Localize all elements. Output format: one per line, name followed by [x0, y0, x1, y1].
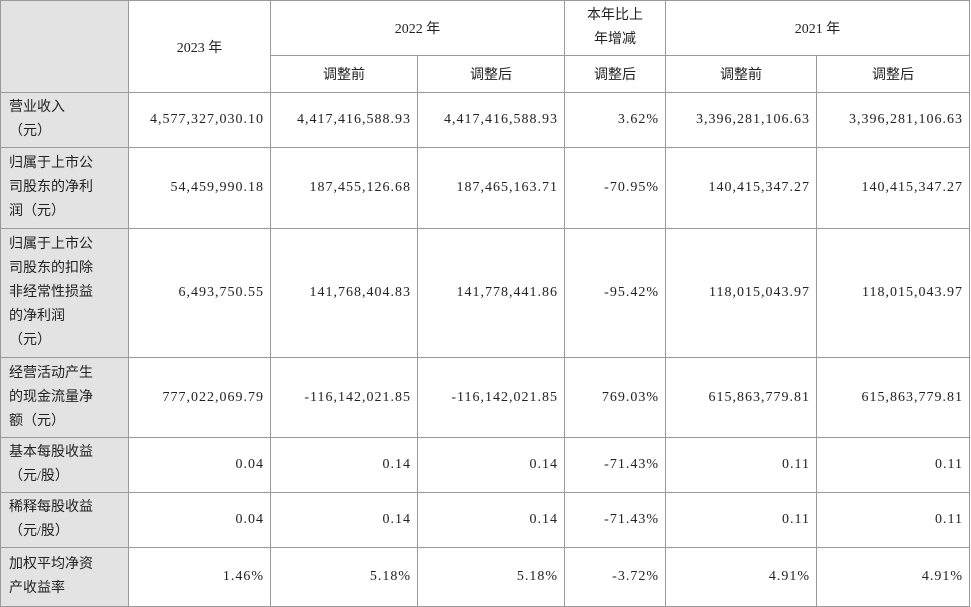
value-cell: 4.91%: [665, 547, 817, 607]
label-line: 司股东的净利: [9, 180, 93, 195]
value-cell: 615,863,779.81: [665, 357, 817, 438]
value-cell: 0.04: [128, 437, 271, 493]
label-line: 非经常性损益: [9, 285, 93, 300]
label-line: 加权平均净资: [9, 557, 93, 572]
value-cell: 141,768,404.83: [270, 228, 418, 358]
label-line: 的净利润: [9, 309, 65, 324]
value-cell: -116,142,021.85: [270, 357, 418, 438]
value-cell: 4,417,416,588.93: [417, 92, 565, 148]
subheader-cell: 调整后: [564, 55, 666, 93]
label-line: （元）: [9, 333, 51, 348]
label-line: 额（元）: [9, 413, 65, 429]
value-cell: -70.95%: [564, 147, 666, 229]
value-cell: -95.42%: [564, 228, 666, 358]
value-cell: -71.43%: [564, 492, 666, 548]
label-line: 稀释每股收益: [9, 500, 93, 515]
row-label: 经营活动产生 的现金流量净 额（元）: [0, 357, 129, 438]
value-cell: 5.18%: [270, 547, 418, 607]
header-cell: 2022 年: [270, 0, 565, 56]
value-cell: 4,417,416,588.93: [270, 92, 418, 148]
label-line: （元/股）: [9, 524, 69, 539]
value-cell: 0.04: [128, 492, 271, 548]
data-row: 加权平均净资 产收益率 1.46% 5.18% 5.18% -3.72% 4.91% 4.91…: [0, 547, 970, 607]
label-line: 司股东的扣除: [9, 261, 93, 276]
value-cell: 187,455,126.68: [270, 147, 418, 229]
subheader-cell: 调整前: [665, 55, 817, 93]
header-row: 2023 年 2022 年 本年比上年增减 2021 年: [0, 0, 970, 93]
value-cell: 140,415,347.27: [665, 147, 817, 229]
label-line: 润（元）: [9, 204, 65, 219]
value-cell: 141,778,441.86: [417, 228, 565, 358]
value-cell: 118,015,043.97: [816, 228, 970, 358]
value-cell: 4,577,327,030.10: [128, 92, 271, 148]
data-row: 稀释每股收益 （元/股） 0.04 0.14 0.14 -71.43% 0.11 0.11: [0, 492, 970, 548]
value-cell: 187,465,163.71: [417, 147, 565, 229]
header-text: 本年比上年增减: [587, 8, 643, 47]
value-cell: 0.11: [665, 437, 817, 493]
value-cell: 6,493,750.55: [128, 228, 271, 358]
value-cell: -116,142,021.85: [417, 357, 565, 438]
value-cell: 5.18%: [417, 547, 565, 607]
value-cell: 118,015,043.97: [665, 228, 817, 358]
row-label: 营业收入 （元）: [0, 92, 129, 148]
corner-cell: [0, 0, 129, 93]
label-line: 产收益率: [9, 581, 65, 596]
value-cell: 0.14: [417, 492, 565, 548]
value-cell: 0.11: [816, 492, 970, 548]
value-cell: 3.62%: [564, 92, 666, 148]
data-row: 归属于上市公 司股东的净利 润（元） 54,459,990.18 187,455,126…: [0, 147, 970, 229]
value-cell: 0.14: [417, 437, 565, 493]
value-cell: -71.43%: [564, 437, 666, 493]
value-cell: 1.46%: [128, 547, 271, 607]
row-label: 加权平均净资 产收益率: [0, 547, 129, 607]
value-cell: 615,863,779.81: [816, 357, 970, 438]
row-label: 稀释每股收益 （元/股）: [0, 492, 129, 548]
row-label: 基本每股收益 （元/股）: [0, 437, 129, 493]
value-cell: 54,459,990.18: [128, 147, 271, 229]
value-cell: 3,396,281,106.63: [816, 92, 970, 148]
value-cell: 140,415,347.27: [816, 147, 970, 229]
label-line: 基本每股收益: [9, 445, 93, 460]
value-cell: 0.11: [816, 437, 970, 493]
row-label: 归属于上市公 司股东的扣除 非经常性损益 的净利润 （元）: [0, 228, 129, 358]
label-line: （元）: [9, 124, 51, 139]
header-cell: 2021 年: [665, 0, 970, 56]
subheader-cell: 调整后: [816, 55, 970, 93]
value-cell: 769.03%: [564, 357, 666, 438]
value-cell: 0.11: [665, 492, 817, 548]
subheader-cell: 调整后: [417, 55, 565, 93]
header-cell: 本年比上年增减: [564, 0, 666, 56]
data-row: 经营活动产生 的现金流量净 额（元） 777,022,069.79 -116,142,0…: [0, 357, 970, 438]
value-cell: -3.72%: [564, 547, 666, 607]
row-label: 归属于上市公 司股东的净利 润（元）: [0, 147, 129, 229]
value-cell: 4.91%: [816, 547, 970, 607]
label-line: 营业收入: [9, 100, 65, 115]
data-row: 营业收入 （元） 4,577,327,030.10 4,417,416,588.93 4…: [0, 92, 970, 148]
subheader-cell: 调整前: [270, 55, 418, 93]
data-row: 基本每股收益 （元/股） 0.04 0.14 0.14 -71.43% 0.11 0.11: [0, 437, 970, 493]
label-line: 归属于上市公: [9, 237, 93, 252]
label-line: 的现金流量净: [9, 389, 93, 405]
data-row: 归属于上市公 司股东的扣除 非经常性损益 的净利润 （元） 6,493,750.55 141…: [0, 228, 970, 358]
value-cell: 777,022,069.79: [128, 357, 271, 438]
label-line: 经营活动产生: [9, 365, 93, 381]
value-cell: 0.14: [270, 492, 418, 548]
value-cell: 3,396,281,106.63: [665, 92, 817, 148]
header-cell: 2023 年: [128, 0, 271, 93]
label-line: 归属于上市公: [9, 156, 93, 171]
subheader-row: 调整前 调整后 调整后 调整前 调整后: [1, 55, 970, 93]
label-line: （元/股）: [9, 469, 69, 484]
value-cell: 0.14: [270, 437, 418, 493]
